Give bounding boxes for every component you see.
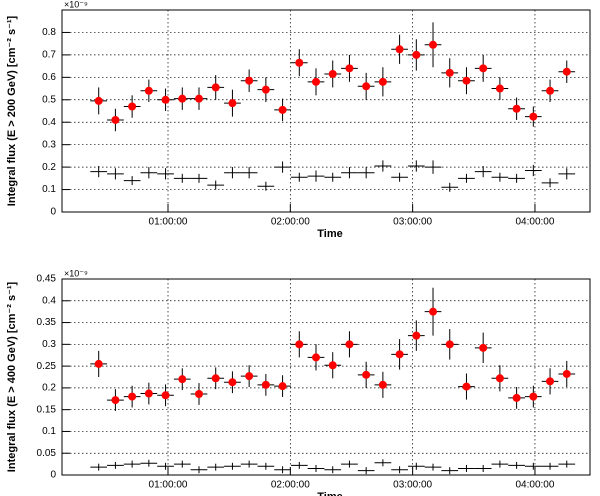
x-tick-label: 01:00:00 [149,217,188,228]
data-point [144,389,153,398]
x-tick-label: 03:00:00 [393,217,432,228]
data-point [529,392,538,401]
data-point [261,85,270,94]
multiplier: ×10⁻⁹ [64,268,88,278]
x-tick-label: 01:00:00 [149,480,188,491]
x-tick-label: 04:00:00 [515,480,554,491]
x-tick-label: 02:00:00 [271,217,310,228]
data-point [512,104,521,113]
data-point [94,359,103,368]
data-point [429,40,438,49]
y-tick-label: 0.05 [37,448,57,459]
data-point [378,380,387,389]
data-point [546,377,555,386]
data-point [462,382,471,391]
data-point [128,392,137,401]
x-tick-label: 04:00:00 [515,217,554,228]
plot-frame [61,278,591,476]
data-point [128,102,137,111]
data-point [362,82,371,91]
y-tick-label: 0.35 [37,317,57,328]
y-tick-label: 0.4 [42,117,56,128]
data-point [378,77,387,86]
y-tick-label: 0.2 [42,383,56,394]
y-axis-label: Integral flux (E > 400 GeV) [cm⁻² s⁻¹] [6,281,18,472]
data-point [495,84,504,93]
data-point [278,382,287,391]
y-tick-label: 0.25 [37,361,57,372]
data-point [295,340,304,349]
y-tick-label: 0.5 [42,94,56,105]
data-point [312,77,321,86]
x-axis-label: Time [317,491,342,496]
data-point [495,374,504,383]
data-point [362,370,371,379]
data-point [395,45,404,54]
data-point [111,115,120,124]
data-point [211,83,220,92]
data-point [412,50,421,59]
data-point [562,369,571,378]
y-tick-label: 0.45 [37,274,57,285]
data-point [144,86,153,95]
y-tick-label: 0.1 [42,184,56,195]
data-point [445,340,454,349]
y-tick-label: 0 [50,470,56,481]
plot-frame [61,9,591,213]
y-tick-label: 0 [50,207,56,218]
x-tick-label: 03:00:00 [393,480,432,491]
y-tick-label: 0.4 [42,295,56,306]
data-point [345,64,354,73]
data-point [211,374,220,383]
y-tick-label: 0.3 [42,139,56,150]
data-point [546,86,555,95]
data-point [245,372,254,381]
y-tick-label: 0.8 [42,27,56,38]
data-point [228,378,237,387]
x-axis-label: Time [317,228,342,240]
data-point [178,94,187,103]
data-point [161,95,170,104]
multiplier: ×10⁻⁹ [64,0,88,9]
data-point [395,350,404,359]
data-point [295,58,304,67]
x-tick-label: 02:00:00 [271,480,310,491]
data-point [445,68,454,77]
data-point [261,380,270,389]
y-axis-label: Integral flux (E > 200 GeV) [cm⁻² s⁻¹] [6,15,18,206]
y-tick-label: 0.1 [42,426,56,437]
data-point [429,307,438,316]
y-tick-label: 0.2 [42,162,56,173]
data-point [412,331,421,340]
data-point [562,67,571,76]
y-tick-label: 0.6 [42,72,56,83]
data-point [345,340,354,349]
data-point [278,105,287,114]
data-point [194,94,203,103]
data-point [161,391,170,400]
y-tick-label: 0.7 [42,50,56,61]
y-tick-label: 0.15 [37,404,57,415]
data-point [328,69,337,78]
data-point [479,64,488,73]
y-tick-label: 0.3 [42,339,56,350]
data-point [312,353,321,362]
data-point [94,96,103,105]
data-point [512,393,521,402]
data-point [529,112,538,121]
data-point [194,389,203,398]
data-point [111,396,120,405]
data-point [479,343,488,352]
data-point [245,76,254,85]
data-point [462,76,471,85]
data-point [228,99,237,108]
data-point [178,375,187,384]
data-point [328,361,337,370]
